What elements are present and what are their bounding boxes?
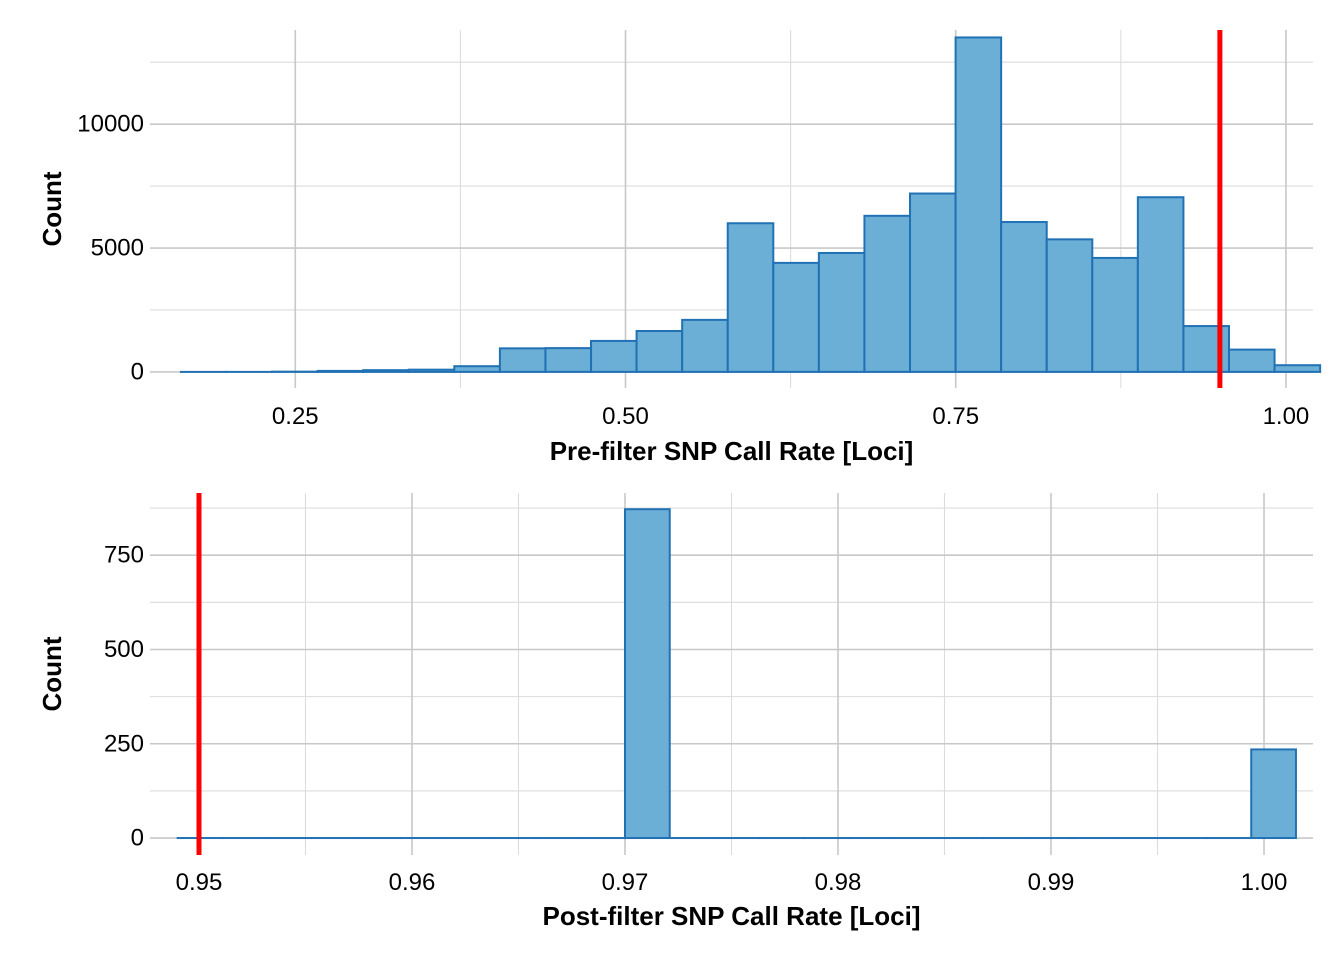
x-tick-label: 0.97 <box>602 869 649 896</box>
pre-filter-histogram-panel: 0.25 0.50 0.75 1.00 0 5000 10000 Pre-filter SNP… <box>37 30 1322 466</box>
histogram-bar <box>1136 196 1185 373</box>
y-tick-label: 500 <box>104 636 144 663</box>
x-axis-title: Post-filter SNP Call Rate [Loci] <box>542 901 920 931</box>
x-tick-label: 0.98 <box>815 869 862 896</box>
histogram-bar <box>1273 364 1322 373</box>
histogram-bar <box>453 365 501 373</box>
histogram-bar <box>681 318 729 373</box>
x-tick-label: 0.95 <box>176 869 223 896</box>
post-filter-histogram-panel: 0.95 0.96 0.97 0.98 0.99 1.00 0 250 500 750 Post-f… <box>37 493 1313 931</box>
pre-filter-bars <box>179 36 1322 373</box>
histogram-bar <box>362 369 410 373</box>
histogram-bar <box>544 347 593 373</box>
histogram-bar <box>498 347 547 373</box>
y-axis-title: Count <box>37 171 67 246</box>
histogram-bar <box>590 339 638 373</box>
histogram-bar <box>635 330 684 373</box>
histogram-bar <box>316 369 365 373</box>
x-tick-label: 0.75 <box>932 403 979 430</box>
x-tick-label: 1.00 <box>1241 869 1288 896</box>
histogram-bar <box>909 192 957 373</box>
histogram-bar <box>1000 221 1048 373</box>
y-tick-label: 0 <box>131 358 144 385</box>
histogram-bar <box>1227 348 1276 373</box>
y-axis-title: Count <box>37 636 67 711</box>
y-tick-label: 10000 <box>77 111 144 138</box>
histogram-bar <box>954 36 1003 373</box>
x-tick-label: 0.25 <box>272 403 319 430</box>
y-tick-label: 5000 <box>91 235 144 262</box>
histogram-bar <box>1091 256 1139 373</box>
histogram-bar <box>863 214 912 373</box>
x-tick-label: 1.00 <box>1263 403 1310 430</box>
x-tick-label: 0.50 <box>602 403 649 430</box>
histogram-bar <box>817 251 866 373</box>
histogram-bar <box>407 368 456 373</box>
y-tick-label: 750 <box>104 542 144 569</box>
histogram-bar <box>726 222 775 373</box>
histogram-bar <box>1250 748 1297 840</box>
y-tick-label: 0 <box>131 825 144 852</box>
post-filter-bars <box>176 508 1297 840</box>
y-tick-label: 250 <box>104 730 144 757</box>
histogram-bar <box>1045 238 1094 373</box>
histogram-bar <box>772 261 820 373</box>
x-tick-label: 0.96 <box>389 869 436 896</box>
histogram-bar <box>623 508 671 840</box>
x-axis-title: Pre-filter SNP Call Rate [Loci] <box>550 436 914 466</box>
x-tick-label: 0.99 <box>1028 869 1075 896</box>
